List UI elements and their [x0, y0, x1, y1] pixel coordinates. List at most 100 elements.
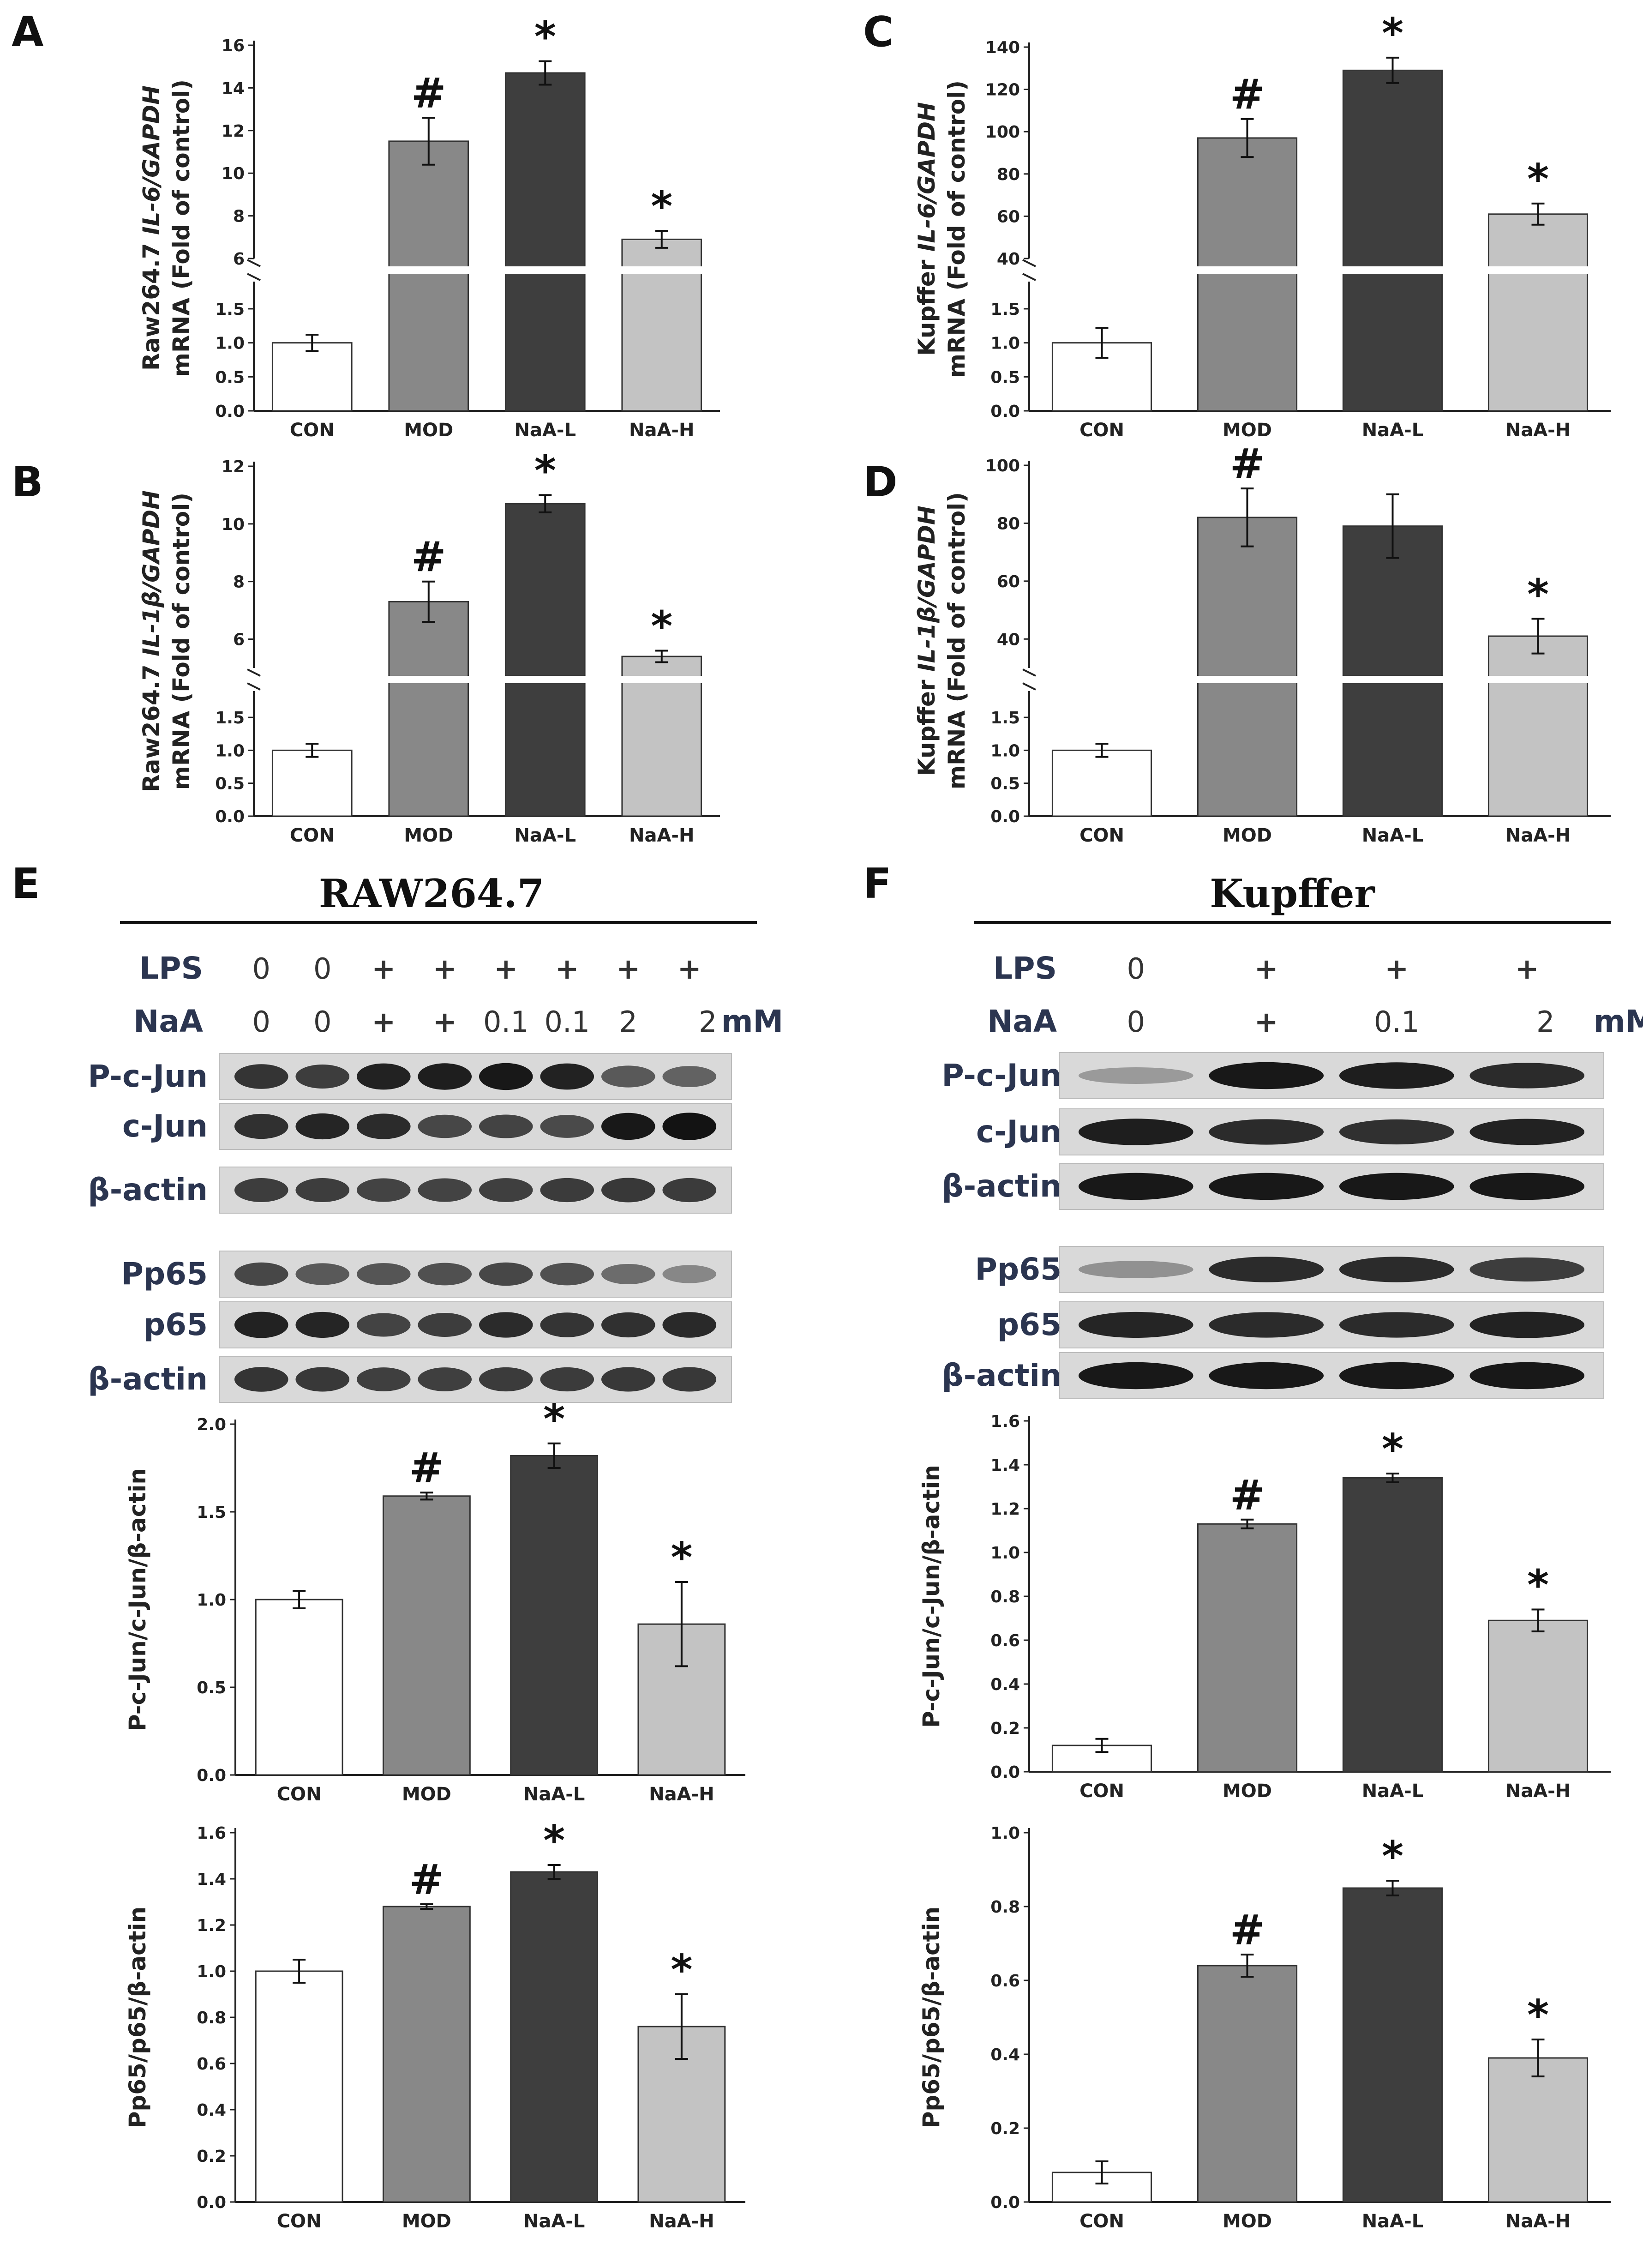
blot-band: [540, 1063, 594, 1090]
blot-band: [540, 1312, 594, 1337]
x-tick-label: MOD: [404, 420, 453, 441]
naa-value: 0.1: [544, 1005, 590, 1039]
blot-band: [356, 1178, 411, 1202]
y-axis-label: Kupffer IL-1β/GAPDH: [913, 505, 940, 776]
bar-MOD: [388, 601, 469, 817]
x-tick-label: CON: [1079, 420, 1124, 441]
y-axis-label-prefix: Kupffer: [913, 672, 940, 776]
bar-NaA-L: [504, 72, 586, 412]
blot-title: Kupffer: [1210, 871, 1375, 916]
band-label: β-actin: [88, 1361, 208, 1397]
blot-band: [479, 1063, 533, 1090]
lps-value: +: [555, 952, 579, 986]
band-label: P-c-Jun: [941, 1058, 1061, 1093]
y-tick-label: 14: [222, 79, 245, 98]
chart-F2: 0.0 0.2 0.4 0.6 0.8 1.0 CON # MOD * NaA-L * NaA-H Pp6…: [918, 1824, 1611, 2232]
naa-value: +: [372, 1005, 396, 1039]
chart-B: 0.0 0.5 1.0 1.5 6 8 10 12 CON # MOD * NaA-L * NaA-H Raw…: [138, 446, 720, 846]
y-axis-label: P-c-Jun/c-Jun/β-actin: [918, 1465, 945, 1728]
bar-NaA-H: [1487, 635, 1589, 817]
blot-band: [662, 1367, 717, 1392]
y-tick-label: 1.0: [215, 334, 245, 353]
blot-band: [1078, 1261, 1193, 1278]
blot-band: [295, 1178, 350, 1202]
significance-mark: *: [1382, 1425, 1403, 1474]
chart-C: 0.0 0.5 1.0 1.5 40 60 80 100 120 140 CON # MOD * NaA-L…: [913, 9, 1611, 441]
y-tick-label: 0.0: [197, 1766, 226, 1785]
y-tick-label: 0.4: [197, 2101, 226, 2120]
y-axis-label: Raw264.7 IL-6/GAPDH: [138, 85, 165, 371]
bar-CON: [255, 1599, 343, 1776]
y-tick-label: 1.4: [990, 1456, 1020, 1475]
significance-mark: *: [1527, 155, 1549, 204]
blot-band: [1339, 1062, 1454, 1089]
y-tick-label: 0.5: [197, 1678, 226, 1697]
naa-value: 2: [1536, 1005, 1554, 1039]
y-tick-label: 1.0: [990, 741, 1020, 760]
blot-band: [1078, 1173, 1193, 1200]
y-tick-label: 1.5: [215, 709, 245, 728]
x-tick-label: MOD: [404, 825, 453, 846]
axis-break-mark: [1022, 668, 1036, 691]
x-tick-label: MOD: [402, 2211, 451, 2232]
y-tick-label: 0.5: [215, 368, 245, 387]
blot-band: [479, 1312, 533, 1338]
y-tick-label: 0.8: [990, 1898, 1020, 1917]
unit-label: mM: [721, 1004, 783, 1039]
y-tick-label: 40: [997, 250, 1020, 269]
y-tick-label: 1.5: [990, 709, 1020, 728]
significance-mark: *: [543, 1395, 565, 1444]
y-axis-label-prefix: Kupffer: [913, 252, 940, 356]
blot-band: [295, 1311, 350, 1338]
blot-band: [356, 1113, 411, 1139]
bar-CON: [271, 342, 353, 412]
significance-mark: *: [1382, 1832, 1403, 1881]
band-label: c-Jun: [122, 1108, 208, 1144]
significance-mark: #: [411, 69, 446, 118]
band-label: p65: [997, 1307, 1061, 1342]
naa-value: +: [433, 1005, 457, 1039]
panel-label-E: E: [12, 860, 40, 908]
y-tick-label: 8: [233, 573, 245, 592]
lps-value: 0: [252, 952, 270, 986]
band-label: β-actin: [942, 1168, 1061, 1204]
x-tick-label: NaA-H: [1505, 2211, 1571, 2232]
y-tick-label: 1.6: [197, 1824, 226, 1843]
y-axis-label: Raw264.7 IL-1β/GAPDH: [138, 490, 165, 792]
y-tick-label: 140: [985, 38, 1020, 57]
significance-mark: *: [1527, 570, 1549, 619]
y-tick-label: 1.0: [990, 1824, 1020, 1843]
bar-break-gap: [620, 676, 703, 683]
blot-band: [1209, 1362, 1324, 1390]
blot-band: [662, 1312, 717, 1338]
significance-mark: *: [671, 1946, 692, 1994]
axis-break-mark: [247, 668, 261, 691]
x-tick-label: MOD: [402, 1784, 451, 1805]
bar-MOD: [1197, 1523, 1298, 1773]
significance-mark: #: [1230, 1471, 1265, 1520]
blot-band: [601, 1113, 655, 1140]
blot-band: [1339, 1119, 1454, 1145]
blot-band: [418, 1114, 472, 1138]
y-axis-label-gene: IL-1β/GAPDH: [138, 490, 165, 656]
bar-break-gap: [1487, 266, 1589, 274]
x-tick-label: MOD: [1223, 420, 1272, 441]
y-tick-label: 1.5: [197, 1503, 226, 1522]
y-tick-label: 12: [222, 457, 245, 476]
y-tick-label: 0.0: [990, 1763, 1020, 1782]
y-axis-label: Pp65/p65/β-actin: [124, 1907, 151, 2128]
x-tick-label: NaA-L: [514, 420, 576, 441]
bar-MOD: [388, 140, 469, 412]
blot-band: [662, 1113, 717, 1140]
y-tick-label: 0.0: [990, 402, 1020, 421]
x-tick-label: NaA-L: [1362, 825, 1424, 846]
axis-break-mark: [247, 259, 261, 281]
blot-band: [234, 1113, 288, 1139]
bar-break-gap: [504, 676, 587, 683]
blot-band: [601, 1065, 655, 1088]
y-tick-label: 0.5: [990, 368, 1020, 387]
bar-MOD: [1197, 137, 1298, 412]
y-tick-label: 1.0: [990, 1544, 1020, 1563]
lps-label: LPS: [139, 951, 203, 986]
y-tick-label: 1.6: [990, 1412, 1020, 1431]
